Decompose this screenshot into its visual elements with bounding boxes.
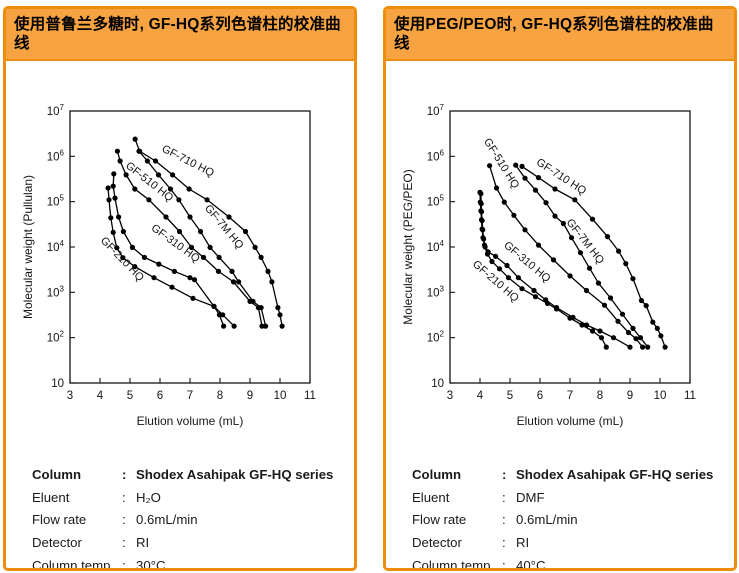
svg-text:3: 3 [67,390,73,402]
x-axis: 3 4 5 6 7 8 9 10 11 [447,378,696,402]
info-row-flow-rate: Flow rate : 0.6mL/min [32,512,354,528]
info-value-detector: RI [516,534,530,550]
info-label-detector: Detector [412,534,462,550]
info-row-eluent: Eluent : H₂O [32,490,354,506]
pullulan-column-info: Column : Shodex Asahipak GF-HQ series El… [32,467,354,571]
info-row-column-temp: Column temp. : 30°C [32,557,354,571]
info-row-column-temp: Column temp. : 40°C [412,557,734,571]
info-value-eluent: H₂O [136,489,161,505]
y-axis-title: Molecular weight (PEG/PEO) [401,169,415,324]
info-separator: : [502,512,506,528]
peg-peo-calibration-chart: 3 4 5 6 7 8 9 10 11 10 102 103 104 105 106 107 Elution v… [400,93,734,431]
info-row-eluent: Eluent : DMF [412,490,734,506]
info-label-flow-rate: Flow rate [412,512,467,528]
info-row-detector: Detector : RI [32,535,354,551]
info-separator: : [122,534,126,550]
svg-text:9: 9 [247,390,253,402]
info-separator: : [122,557,126,571]
svg-text:104: 104 [427,239,445,254]
svg-text:107: 107 [427,103,445,118]
panel-peg-peo: 使用PEG/PEO时, GF-HQ系列色谱柱的校准曲线 3 4 5 6 7 8 9 10 11 1… [383,6,737,571]
info-row-column: Column : Shodex Asahipak GF-HQ series [32,467,354,483]
series-label: GF-7M HQ [564,217,607,267]
svg-text:4: 4 [477,390,484,402]
y-axis: 10 102 103 104 105 106 107 [427,103,455,390]
svg-text:5: 5 [507,390,513,402]
panel-pullulan-header: 使用普鲁兰多糖时, GF-HQ系列色谱柱的校准曲线 [6,9,354,62]
svg-text:8: 8 [597,390,603,402]
panel-pullulan: 使用普鲁兰多糖时, GF-HQ系列色谱柱的校准曲线 3 4 5 6 7 8 9 10 11 10 1… [3,6,357,571]
svg-text:3: 3 [447,390,453,402]
info-label-column-temp: Column temp. [32,557,115,571]
info-row-flow-rate: Flow rate : 0.6mL/min [412,512,734,528]
svg-text:106: 106 [47,149,65,164]
svg-text:102: 102 [47,330,65,345]
info-separator: : [502,467,507,483]
svg-text:102: 102 [427,330,445,345]
svg-text:10: 10 [654,390,667,402]
info-label-eluent: Eluent [32,489,70,505]
info-value-column: Shodex Asahipak GF-HQ series [516,467,714,483]
y-axis-title: Molecular weight (Pullulan) [21,175,35,319]
info-label-column: Column [412,467,462,483]
info-value-column-temp: 30°C [136,557,166,571]
svg-text:9: 9 [627,390,633,402]
svg-text:8: 8 [217,390,223,402]
info-separator: : [502,534,506,550]
svg-text:11: 11 [304,390,316,402]
svg-text:7: 7 [567,390,573,402]
panel-peg-peo-title: 使用PEG/PEO时, GF-HQ系列色谱柱的校准曲线 [394,16,714,52]
x-axis-title: Elution volume (mL) [137,414,244,428]
info-value-column-temp: 40°C [516,557,546,571]
svg-text:10: 10 [274,390,287,402]
panel-peg-peo-header: 使用PEG/PEO时, GF-HQ系列色谱柱的校准曲线 [386,9,734,62]
svg-text:104: 104 [47,239,65,254]
svg-text:4: 4 [97,390,104,402]
series-label: GF-310 HQ [149,222,202,265]
svg-text:6: 6 [157,390,163,402]
info-separator: : [502,557,506,571]
svg-text:103: 103 [47,285,65,300]
pullulan-calibration-chart: 3 4 5 6 7 8 9 10 11 10 102 103 104 105 106 107 Elution v… [20,93,354,431]
series-label: GF-710 HQ [534,157,589,198]
panel-pullulan-title: 使用普鲁兰多糖时, GF-HQ系列色谱柱的校准曲线 [14,16,341,52]
info-label-eluent: Eluent [412,489,450,505]
series-label: GF-710 HQ [160,143,216,180]
svg-text:5: 5 [127,390,133,402]
svg-text:10: 10 [431,378,444,390]
info-value-flow-rate: 0.6mL/min [136,512,198,528]
svg-text:107: 107 [47,103,65,118]
info-value-flow-rate: 0.6mL/min [516,512,578,528]
info-row-column: Column : Shodex Asahipak GF-HQ series [412,467,734,483]
y-axis: 10 102 103 104 105 106 107 [47,103,75,390]
info-label-column-temp: Column temp. [412,557,495,571]
svg-text:103: 103 [427,285,445,300]
peg-peo-column-info: Column : Shodex Asahipak GF-HQ series El… [412,467,734,571]
peg-peo-chart-svg: 3 4 5 6 7 8 9 10 11 10 102 103 104 105 106 107 Elution v… [401,103,696,428]
svg-text:6: 6 [537,390,543,402]
info-label-detector: Detector [32,534,82,550]
series-label: GF-210 HQ [98,235,146,285]
info-value-column: Shodex Asahipak GF-HQ series [136,467,334,483]
x-axis: 3 4 5 6 7 8 9 10 11 [67,378,316,402]
info-separator: : [502,489,506,505]
info-value-eluent: DMF [516,489,545,505]
info-value-detector: RI [136,534,150,550]
info-label-flow-rate: Flow rate [32,512,87,528]
info-separator: : [122,489,126,505]
info-separator: : [122,512,126,528]
info-separator: : [122,467,127,483]
pullulan-chart-svg: 3 4 5 6 7 8 9 10 11 10 102 103 104 105 106 107 Elution v… [21,103,316,428]
info-label-column: Column [32,467,82,483]
svg-text:10: 10 [51,378,64,390]
svg-text:106: 106 [427,149,445,164]
svg-text:105: 105 [47,194,65,209]
svg-text:105: 105 [427,194,445,209]
svg-text:11: 11 [684,390,696,402]
x-axis-title: Elution volume (mL) [517,414,624,428]
info-row-detector: Detector : RI [412,535,734,551]
svg-text:7: 7 [187,390,193,402]
